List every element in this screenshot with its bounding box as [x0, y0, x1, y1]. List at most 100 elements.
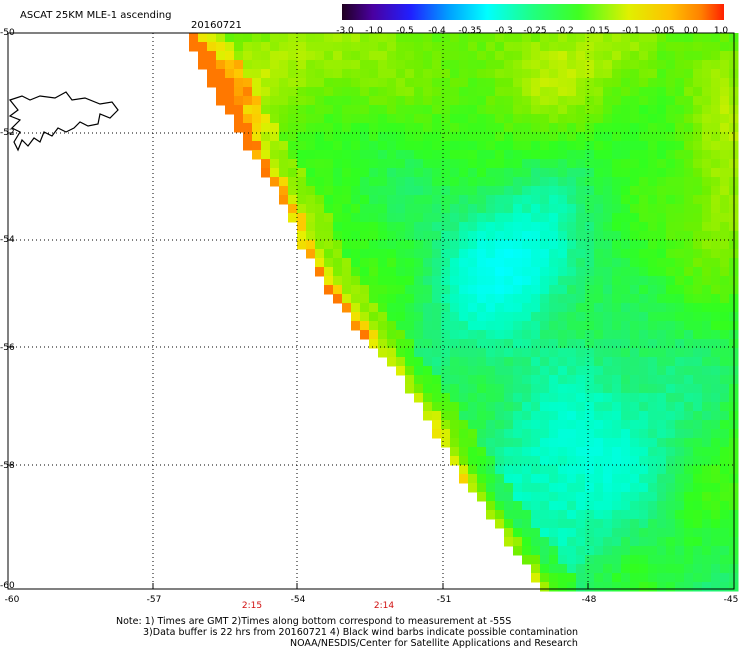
swath-cell: [378, 69, 388, 79]
swath-cell: [405, 384, 415, 394]
swath-cell: [486, 366, 496, 376]
swath-cell: [324, 132, 334, 142]
swath-cell: [558, 510, 568, 520]
swath-cell: [585, 528, 595, 538]
swath-cell: [630, 96, 640, 106]
swath-cell: [639, 411, 649, 421]
swath-cell: [711, 42, 721, 52]
swath-cell: [549, 411, 559, 421]
swath-cell: [585, 123, 595, 133]
swath-cell: [495, 258, 505, 268]
swath-cell: [432, 321, 442, 331]
swath-cell: [279, 51, 289, 61]
swath-cell: [666, 204, 676, 214]
swath-cell: [585, 195, 595, 205]
swath-cell: [549, 582, 559, 592]
swath-cell: [675, 492, 685, 502]
swath-cell: [324, 186, 334, 196]
swath-cell: [585, 33, 595, 43]
swath-cell: [423, 348, 433, 358]
swath-cell: [549, 294, 559, 304]
swath-cell: [702, 87, 712, 97]
swath-cell: [531, 258, 541, 268]
swath-cell: [549, 492, 559, 502]
swath-cell: [207, 60, 217, 70]
swath-cell: [441, 402, 451, 412]
swath-cell: [468, 384, 478, 394]
swath-cell: [540, 294, 550, 304]
swath-cell: [594, 240, 604, 250]
swath-cell: [270, 150, 280, 160]
swath-cell: [351, 159, 361, 169]
swath-cell: [495, 456, 505, 466]
swath-cell: [369, 168, 379, 178]
swath-cell: [603, 402, 613, 412]
swath-cell: [675, 564, 685, 574]
swath-cell: [675, 582, 685, 592]
swath-cell: [468, 186, 478, 196]
swath-cell: [324, 42, 334, 52]
swath-cell: [693, 240, 703, 250]
swath-cell: [567, 474, 577, 484]
swath-cell: [594, 564, 604, 574]
swath-cell: [666, 456, 676, 466]
swath-cell: [693, 456, 703, 466]
swath-cell: [684, 492, 694, 502]
swath-cell: [513, 411, 523, 421]
swath-cell: [522, 222, 532, 232]
swath-cell: [657, 429, 667, 439]
swath-cell: [630, 69, 640, 79]
swath-cell: [675, 240, 685, 250]
swath-cell: [297, 222, 307, 232]
swath-cell: [531, 519, 541, 529]
swath-cell: [585, 375, 595, 385]
swath-cell: [630, 231, 640, 241]
swath-cell: [378, 96, 388, 106]
swath-cell: [324, 141, 334, 151]
swath-cell: [693, 339, 703, 349]
swath-cell: [720, 393, 730, 403]
swath-cell: [288, 177, 298, 187]
swath-cell: [612, 564, 622, 574]
swath-cell: [243, 60, 253, 70]
swath-cell: [540, 411, 550, 421]
swath-cell: [684, 546, 694, 556]
swath-cell: [432, 411, 442, 421]
swath-cell: [270, 33, 280, 43]
swath-cell: [468, 159, 478, 169]
swath-cell: [630, 42, 640, 52]
swath-cell: [720, 150, 730, 160]
swath-cell: [261, 105, 271, 115]
swath-cell: [558, 114, 568, 124]
swath-cell: [657, 330, 667, 340]
swath-cell: [720, 132, 730, 142]
swath-cell: [666, 564, 676, 574]
swath-cell: [558, 150, 568, 160]
swath-cell: [603, 141, 613, 151]
swath-cell: [432, 60, 442, 70]
swath-cell: [360, 42, 370, 52]
swath-cell: [702, 321, 712, 331]
swath-cell: [414, 249, 424, 259]
swath-cell: [252, 69, 262, 79]
swath-cell: [720, 69, 730, 79]
swath-cell: [495, 285, 505, 295]
swath-cell: [423, 384, 433, 394]
swath-cell: [630, 465, 640, 475]
swath-cell: [612, 321, 622, 331]
swath-cell: [378, 114, 388, 124]
swath-cell: [297, 168, 307, 178]
swath-cell: [450, 204, 460, 214]
swath-cell: [441, 384, 451, 394]
swath-cell: [612, 348, 622, 358]
swath-cell: [612, 582, 622, 592]
swath-cell: [540, 312, 550, 322]
swath-cell: [585, 204, 595, 214]
swath-cell: [369, 42, 379, 52]
swath-cell: [666, 267, 676, 277]
swath-cell: [405, 321, 415, 331]
swath-cell: [603, 321, 613, 331]
swath-cell: [360, 51, 370, 61]
swath-cell: [558, 474, 568, 484]
swath-cell: [711, 492, 721, 502]
